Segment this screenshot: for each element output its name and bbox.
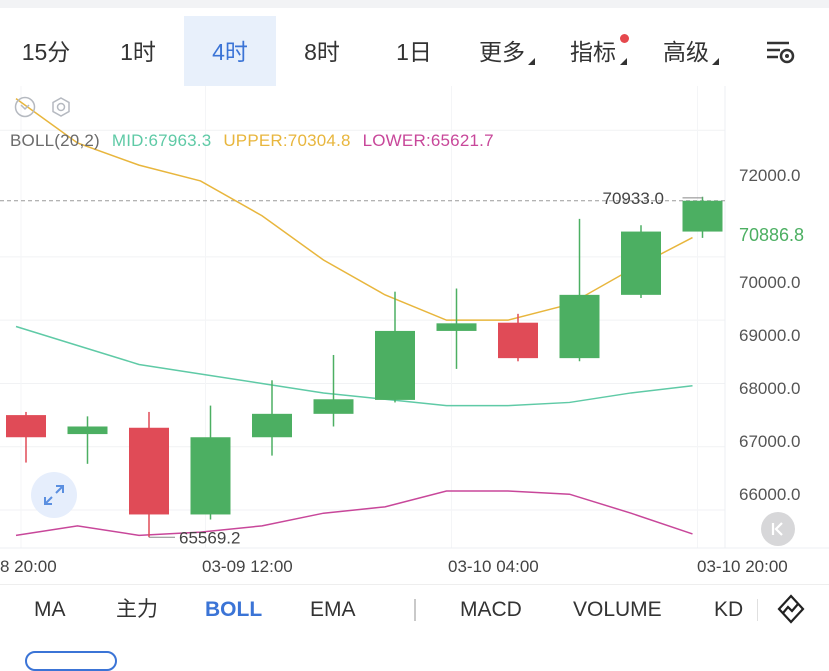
low-annotation: 65569.2 — [179, 528, 240, 547]
chevron-down-icon — [14, 96, 36, 118]
collapse-button[interactable] — [14, 96, 36, 123]
high-annotation: 70933.0 — [603, 189, 664, 208]
tab-indicators[interactable]: 指标 — [548, 16, 638, 86]
candle-body — [375, 330, 415, 400]
scroll-to-latest-button[interactable] — [761, 512, 795, 546]
candle-body — [129, 427, 169, 515]
notification-dot — [620, 34, 629, 43]
price-tick: 72000.0 — [739, 166, 801, 185]
chart-settings-button[interactable] — [760, 34, 800, 68]
candle-body — [6, 415, 46, 438]
candle-body — [498, 322, 538, 359]
fullscreen-button[interactable] — [31, 472, 77, 518]
tab-advanced[interactable]: 高级 — [642, 16, 730, 86]
indicator-ema[interactable]: EMA — [310, 598, 356, 621]
skip-to-end-icon — [771, 522, 783, 536]
indicator-macd[interactable]: MACD — [460, 598, 522, 621]
price-tick: 70000.0 — [739, 273, 801, 292]
boll-mid-line — [15, 325, 693, 407]
boll-lower-line — [15, 490, 693, 537]
drawing-tools-button[interactable] — [775, 593, 807, 625]
indicator-separator — [414, 599, 416, 621]
candle-body — [313, 399, 354, 414]
indicator-boll[interactable]: BOLL — [205, 598, 263, 621]
chart-tools — [14, 96, 82, 123]
tab-15m[interactable]: 15分 — [21, 39, 71, 65]
candle-body — [682, 200, 723, 232]
caret-icon — [528, 58, 535, 65]
boll-legend-lower: LOWER:65621.7 — [362, 131, 494, 150]
caret-icon — [620, 58, 627, 65]
price-tick: 67000.0 — [739, 432, 801, 451]
indicator-separator — [757, 599, 758, 621]
boll-legend-name: BOLL(20,2) — [10, 131, 100, 150]
tab-advanced-label: 高级 — [663, 39, 709, 65]
candle-body — [436, 323, 477, 331]
current-price-label: 70886.8 — [733, 222, 829, 248]
indicator-ma[interactable]: MA — [34, 598, 66, 621]
candle-body — [67, 426, 108, 435]
top-strip — [0, 0, 829, 8]
time-tick: 03-10 04:00 — [448, 557, 539, 576]
tab-1d[interactable]: 1日 — [396, 39, 432, 65]
candle-body — [559, 294, 600, 359]
indicator-main[interactable]: 主力 — [116, 598, 158, 621]
candlestick-chart[interactable]: 70933.0 65569.2 — [0, 86, 829, 584]
tab-8h[interactable]: 8时 — [304, 39, 340, 65]
boll-legend: BOLL(20,2) MID:67963.3 UPPER:70304.8 LOW… — [10, 131, 501, 151]
indicator-kd[interactable]: KD — [714, 598, 744, 621]
price-tick: 66000.0 — [739, 485, 801, 504]
price-tick: 69000.0 — [739, 326, 801, 345]
gear-icon — [52, 97, 71, 117]
time-tick: 03-10 20:00 — [697, 557, 788, 576]
boll-legend-mid: MID:67963.3 — [111, 131, 212, 150]
expand-icon — [44, 485, 64, 505]
candle-body — [252, 413, 292, 438]
indicator-volume[interactable]: VOLUME — [573, 598, 662, 621]
time-tick: 8 20:00 — [0, 557, 57, 576]
indicator-settings-button[interactable] — [50, 96, 72, 123]
indicator-divider — [0, 584, 829, 585]
candle-body — [621, 231, 661, 295]
candle-body — [190, 437, 231, 515]
indicator-bar: MA 主力 BOLL EMA MACD VOLUME KD — [0, 585, 829, 645]
boll-legend-upper: UPPER:70304.8 — [223, 131, 351, 150]
price-tick: 68000.0 — [739, 379, 801, 398]
tab-indicators-label: 指标 — [570, 39, 616, 65]
drawing-icon — [777, 594, 805, 624]
chart-grid — [0, 86, 725, 548]
bottom-action-pill[interactable] — [25, 651, 117, 671]
tab-more-label: 更多 — [479, 39, 525, 65]
tab-more[interactable]: 更多 — [460, 16, 544, 86]
candles — [6, 196, 723, 538]
caret-icon — [712, 58, 719, 65]
tab-1h[interactable]: 1时 — [120, 39, 156, 65]
settings-list-icon — [767, 41, 795, 64]
tab-4h[interactable]: 4时 — [184, 16, 276, 86]
time-tick: 03-09 12:00 — [202, 557, 293, 576]
timeframe-tabs: 15分 1时 4时 8时 1日 更多 指标 高级 — [0, 16, 829, 86]
